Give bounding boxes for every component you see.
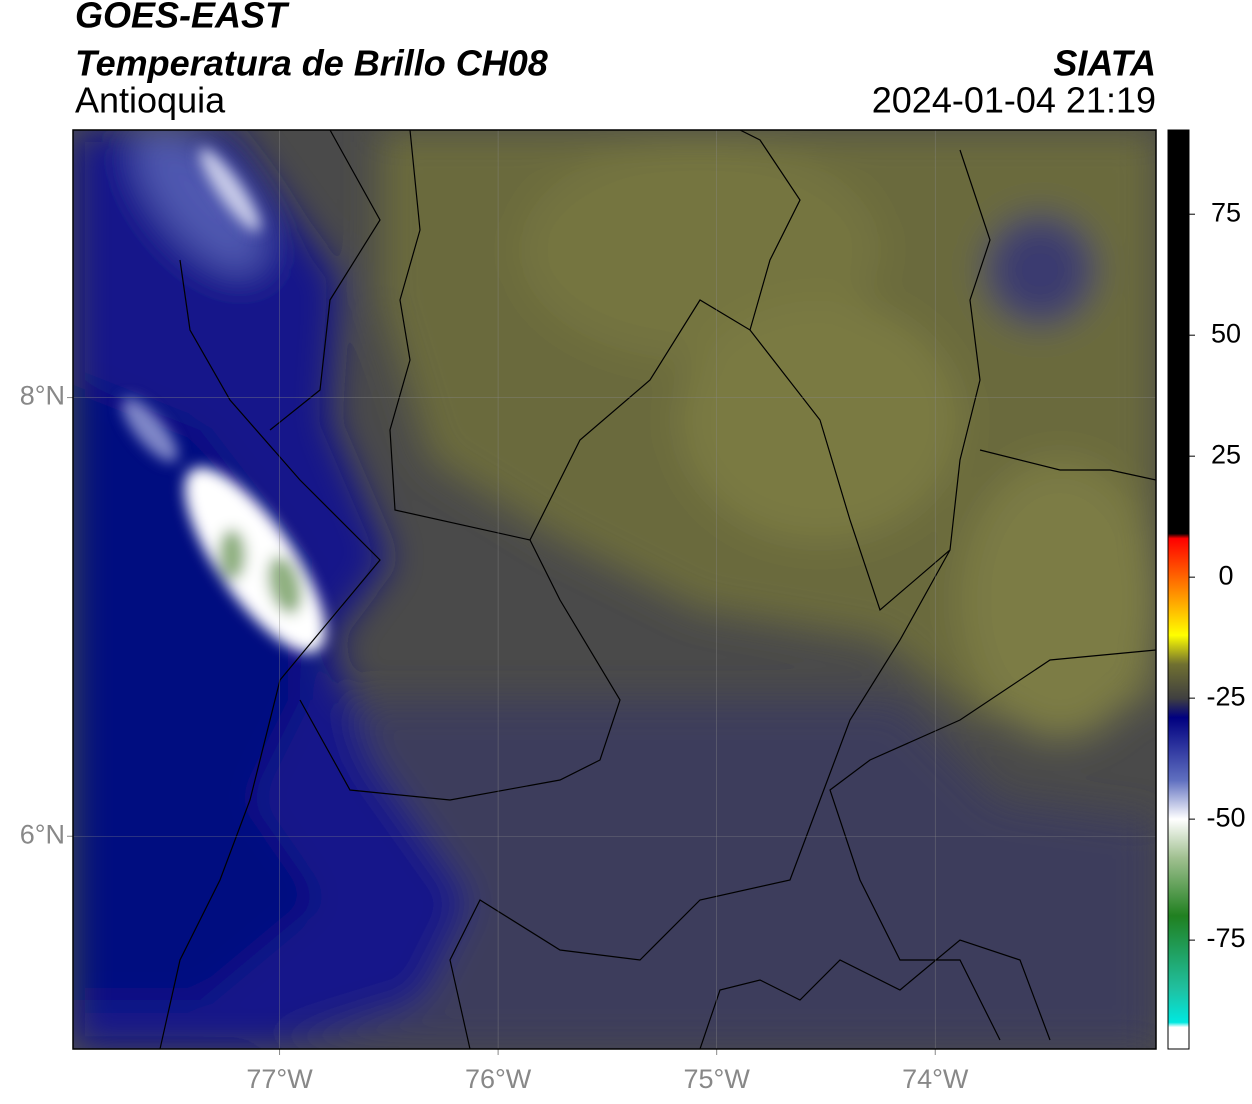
colorbar-tick-label: -25 [1206, 681, 1245, 711]
x-tick-label: 76°W [465, 1064, 532, 1094]
subtitle: Temperatura de Brillo CH08 [75, 43, 548, 84]
colorbar-tick-label: 50 [1211, 318, 1241, 348]
borders [159, 130, 1156, 1049]
colorbar-tick-label: 75 [1211, 197, 1241, 227]
title: GOES-EAST [75, 0, 290, 36]
axis-ticks: 77°W 76°W 75°W 74°W 6°N 8°N [20, 130, 1156, 1094]
colorbar-tick-label: -75 [1206, 923, 1245, 953]
colorbar-tick-label: -50 [1206, 802, 1245, 832]
colorbar-tick-label: 25 [1211, 439, 1241, 469]
x-tick-label: 77°W [246, 1064, 313, 1094]
y-tick-label: 8°N [20, 381, 65, 411]
source: SIATA [1053, 43, 1156, 84]
region: Antioquia [75, 80, 226, 121]
x-tick-label: 75°W [684, 1064, 751, 1094]
timestamp: 2024-01-04 21:19 [872, 80, 1156, 121]
map-frame [72, 129, 1157, 1050]
y-tick-label: 6°N [20, 819, 65, 849]
colorbar [1167, 129, 1190, 1050]
satellite-image [73, 130, 1156, 1049]
colorbar-tick-label: 0 [1218, 560, 1233, 590]
x-tick-label: 74°W [902, 1064, 969, 1094]
